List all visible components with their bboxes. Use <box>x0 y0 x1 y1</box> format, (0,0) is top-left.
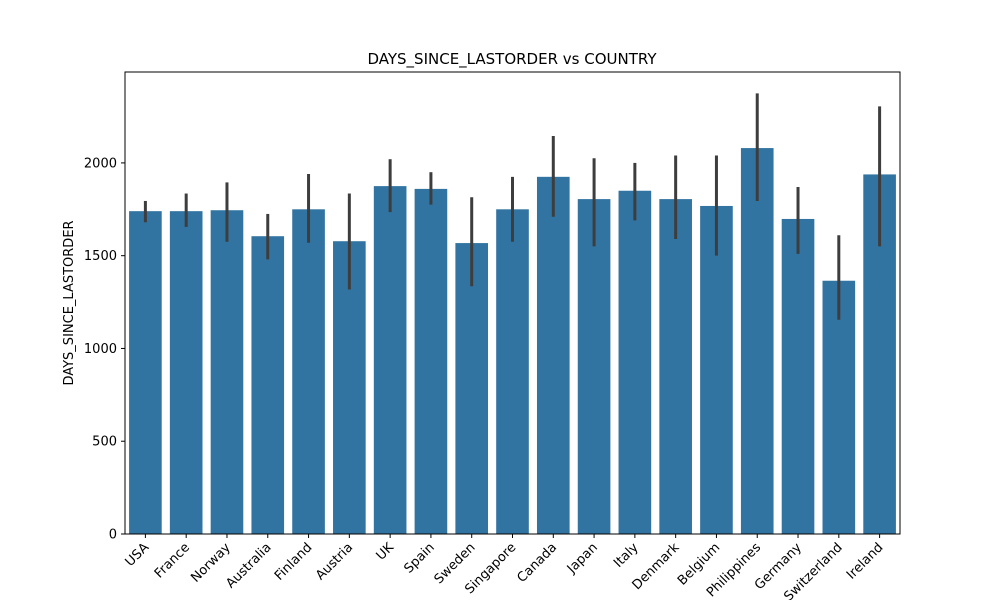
bar-australia <box>251 236 285 534</box>
y-tick-label: 0 <box>109 528 117 543</box>
x-tick-label: Finland <box>272 540 315 583</box>
x-tick-label: Australia <box>223 540 274 591</box>
x-tick-label: France <box>152 540 193 581</box>
y-tick-label: 1500 <box>84 249 117 264</box>
x-tick-label: Austria <box>313 540 356 583</box>
bar-canada <box>536 176 570 534</box>
x-tick-label: Spain <box>401 540 437 576</box>
x-tick-label: Ireland <box>844 540 886 582</box>
bar-germany <box>781 218 815 534</box>
x-tick-label: USA <box>123 540 153 570</box>
bar-switzerland <box>822 280 856 534</box>
error-bars-group <box>143 93 882 320</box>
bar-japan <box>577 199 611 535</box>
y-tick-label: 1000 <box>84 342 117 357</box>
bar-norway <box>210 210 244 534</box>
bar-usa <box>129 211 162 535</box>
y-tick-label: 2000 <box>84 156 117 171</box>
bar-france <box>169 211 203 535</box>
bar-singapore <box>496 209 529 534</box>
x-tick-label: Italy <box>611 540 642 571</box>
bars-group <box>129 148 896 535</box>
chart-title: DAYS_SINCE_LASTORDER vs COUNTRY <box>367 50 657 69</box>
bar-sweden <box>455 243 489 534</box>
y-axis-label: DAYS_SINCE_LASTORDER <box>62 220 77 385</box>
bar-finland <box>292 209 325 534</box>
y-tick-label: 500 <box>92 435 117 450</box>
bar-uk <box>373 186 407 534</box>
x-tick-label: UK <box>374 540 398 564</box>
x-tick-label: Japan <box>564 540 601 577</box>
bar-denmark <box>659 199 692 535</box>
y-axis-ticks: 0 500 1000 1500 2000 <box>84 156 125 543</box>
bar-spain <box>414 188 448 534</box>
x-tick-label: Canada <box>515 540 561 586</box>
bar-austria <box>333 241 366 534</box>
plot-frame <box>124 71 901 535</box>
bar-italy <box>618 190 652 534</box>
bar-belgium <box>700 205 733 535</box>
bar-philippines <box>740 148 774 534</box>
